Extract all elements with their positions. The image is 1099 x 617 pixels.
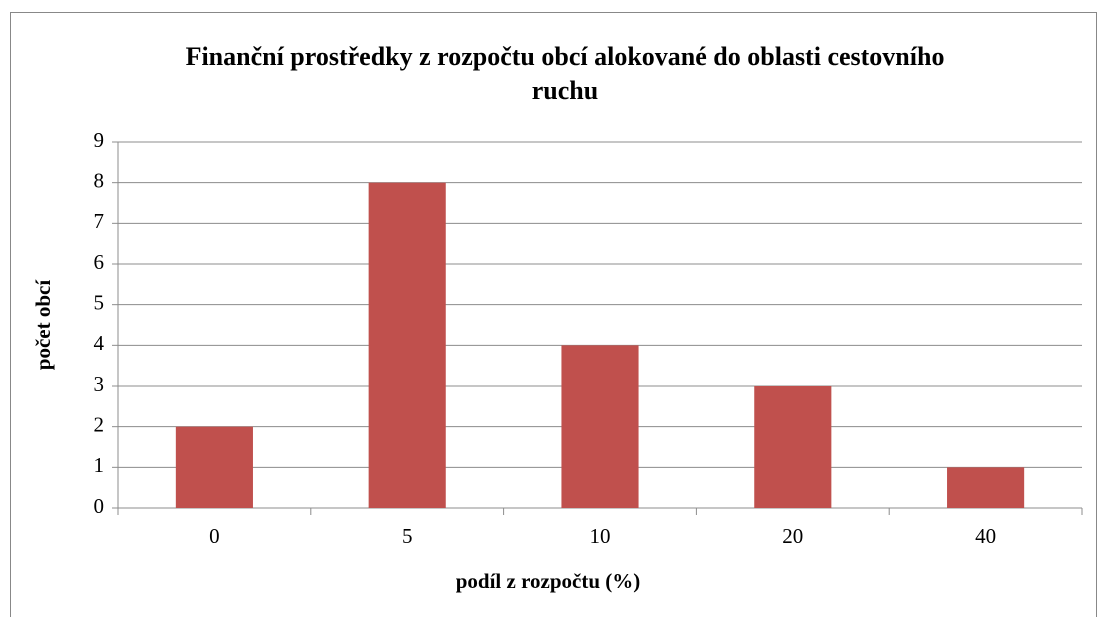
y-tick-label: 7 bbox=[94, 209, 105, 233]
y-tick-label: 3 bbox=[94, 372, 105, 396]
x-tick-label: 20 bbox=[782, 524, 803, 548]
y-axis-title: počet obcí bbox=[31, 279, 55, 371]
bar bbox=[175, 426, 253, 508]
y-tick-label: 1 bbox=[94, 453, 105, 477]
y-tick-label: 0 bbox=[94, 494, 105, 518]
y-tick-label: 8 bbox=[94, 168, 105, 192]
bar bbox=[754, 386, 832, 508]
x-tick-label: 0 bbox=[209, 524, 220, 548]
y-tick-label: 6 bbox=[94, 250, 105, 274]
y-tick-label: 9 bbox=[94, 128, 105, 152]
x-tick-label: 5 bbox=[402, 524, 413, 548]
y-tick-label: 5 bbox=[94, 290, 105, 314]
y-tick-label: 4 bbox=[94, 331, 105, 355]
bar bbox=[368, 182, 446, 508]
x-axis-title: podíl z rozpočtu (%) bbox=[456, 569, 641, 593]
chart-title: Finanční prostředky z rozpočtu obcí alok… bbox=[185, 42, 945, 105]
bar bbox=[947, 467, 1025, 508]
y-tick-label: 2 bbox=[94, 412, 105, 436]
bar bbox=[561, 345, 639, 508]
x-tick-label: 10 bbox=[590, 524, 611, 548]
chart-frame bbox=[10, 12, 1097, 617]
x-tick-label: 40 bbox=[975, 524, 996, 548]
